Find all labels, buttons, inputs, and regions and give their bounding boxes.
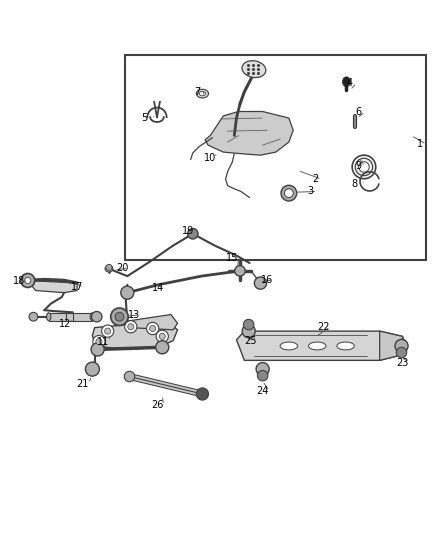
Text: 18: 18 [13,276,25,286]
Ellipse shape [106,264,112,270]
Polygon shape [28,280,77,293]
Ellipse shape [156,330,168,343]
Ellipse shape [242,325,255,338]
Ellipse shape [196,89,208,98]
Ellipse shape [25,277,31,284]
Ellipse shape [102,325,114,337]
Ellipse shape [90,313,95,321]
Ellipse shape [355,158,373,176]
Text: 20: 20 [116,263,128,273]
Text: 10: 10 [204,153,216,163]
Text: 6: 6 [356,107,362,117]
Ellipse shape [124,372,135,382]
Text: 1: 1 [417,139,423,149]
Polygon shape [123,314,177,330]
Ellipse shape [280,342,297,350]
Bar [49,313,92,321]
Ellipse shape [21,273,35,287]
Text: 25: 25 [244,336,257,346]
Text: 4: 4 [347,78,353,88]
Ellipse shape [187,229,198,239]
Ellipse shape [155,341,169,354]
Text: 19: 19 [182,225,194,236]
Ellipse shape [196,388,208,400]
Ellipse shape [159,333,165,340]
Ellipse shape [395,340,408,352]
Ellipse shape [92,311,102,322]
Ellipse shape [285,189,293,198]
Ellipse shape [244,319,254,330]
Bar [125,55,426,260]
Text: 8: 8 [351,179,357,189]
Ellipse shape [258,370,268,381]
Ellipse shape [29,312,38,321]
Ellipse shape [242,61,266,78]
Ellipse shape [111,308,128,326]
Ellipse shape [256,362,269,376]
Polygon shape [380,331,407,360]
Text: 13: 13 [128,310,140,319]
Text: 22: 22 [318,322,330,332]
Ellipse shape [128,324,134,330]
Ellipse shape [308,342,326,350]
Text: 5: 5 [141,113,148,123]
Ellipse shape [121,286,134,299]
Ellipse shape [96,338,102,345]
Text: 14: 14 [152,284,164,293]
Ellipse shape [105,328,111,334]
Ellipse shape [254,277,267,289]
Polygon shape [237,331,406,360]
Text: 15: 15 [226,253,238,263]
Text: 9: 9 [356,161,362,171]
Text: 7: 7 [194,87,200,97]
Ellipse shape [93,335,105,348]
Text: 17: 17 [71,282,83,293]
Text: 2: 2 [312,174,318,184]
Ellipse shape [235,265,245,276]
Ellipse shape [115,312,124,321]
Text: 3: 3 [307,187,314,196]
Ellipse shape [343,77,350,87]
Text: 23: 23 [396,358,409,368]
Polygon shape [205,111,293,155]
Ellipse shape [359,161,369,172]
Text: 26: 26 [151,400,163,410]
Ellipse shape [199,92,205,96]
Text: 12: 12 [59,319,71,329]
Polygon shape [92,321,177,350]
Ellipse shape [281,185,297,201]
Text: 16: 16 [261,274,273,285]
Text: 21: 21 [76,378,88,389]
Ellipse shape [46,313,51,321]
Text: 24: 24 [257,386,269,397]
Ellipse shape [396,348,407,358]
Ellipse shape [85,362,99,376]
Ellipse shape [150,326,155,332]
Ellipse shape [147,322,159,335]
Ellipse shape [337,342,354,350]
Ellipse shape [125,321,137,333]
Ellipse shape [91,343,104,356]
Ellipse shape [105,265,113,272]
Text: 11: 11 [97,337,110,346]
